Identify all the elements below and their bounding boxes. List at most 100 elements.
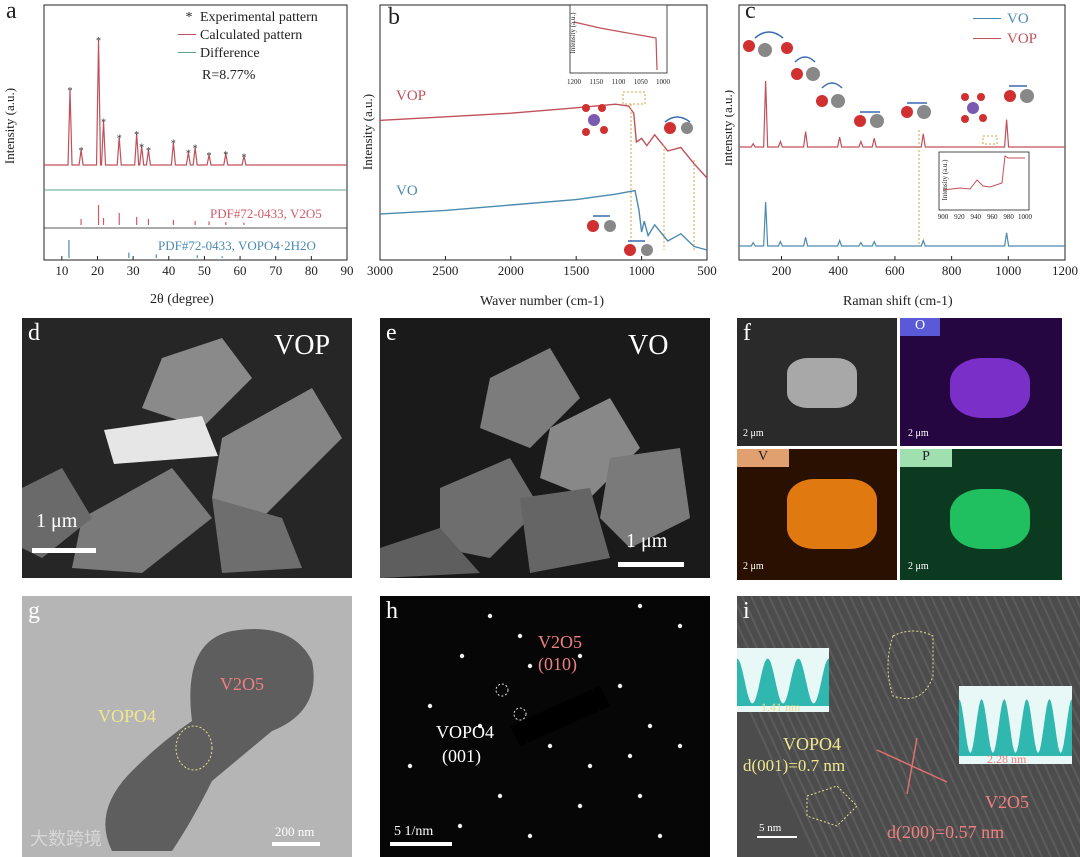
chart-b: 3000 2500 2000 1500 1000 500 1200 1150 1100 1050… [367,4,717,278]
diffraction-spot [459,653,465,659]
eds-o-map [900,318,1062,446]
eds-scale-2: 2 μm [908,428,929,439]
diffraction-spot [517,633,523,639]
lattice-fringe [1047,596,1080,668]
chart-a-x-tick-label: 20 [91,263,104,278]
lattice-fringe [804,596,926,857]
diffraction-spot [637,793,643,799]
chart-b-x-tick-label: 2000 [498,263,524,278]
diffraction-spot [577,803,583,809]
lattice-fringe [786,596,908,857]
lattice-fringe [768,596,890,857]
chart-a-ref2: PDF#72-0433, VOPO4·2H2O [158,238,316,253]
panel-h-saed-image: h V2O5 (010) VOPO4 (001) 5 1/nm [380,596,710,857]
chart-a-x-tick-label: 50 [198,263,211,278]
diffraction-spot [527,663,533,669]
wave-inset-1 [737,648,829,712]
chart-c-inset-tick-label: 960 [987,213,998,221]
chart-b-x-tick-label: 500 [697,263,717,278]
lattice-fringe [1056,596,1080,649]
lattice-fringe [840,596,962,857]
series-vop-line [379,103,708,179]
chart-a-x-tick-label: 90 [341,263,354,278]
eds-sem-map [737,318,897,446]
chart-a-frame [43,4,348,261]
diffraction-spot [677,743,683,749]
lattice-fringe [849,596,971,857]
lattice-fringe [750,596,872,857]
panel-c: 200 400 600 800 1000 1200 900 920 940 960 980 1000… [725,0,1080,315]
diffraction-spot [407,763,413,769]
panel-d-scale-bar [32,548,96,553]
diffraction-spot [677,623,683,629]
chart-a-x-tick-label: 70 [269,263,282,278]
panel-i-d200: d(200)=0.57 nm [887,822,1005,842]
panel-h-v2o5: V2O5 [538,632,582,652]
diffraction-spot [627,753,633,759]
series-vo-line [739,201,1065,247]
chart-a-x-tick-label: 10 [55,263,68,278]
lattice-fringe [741,596,863,857]
chart-c-x-tick-label: 400 [828,263,848,278]
chart-c-xlabel: Raman shift (cm-1) [843,294,953,309]
panel-a: * * * * * * * * * * * * * * 10 20 30 40 50 60 70 80 90 a * Exp… [0,0,360,315]
eds-v-map [737,449,897,580]
chart-c-inset-line [942,155,1025,191]
chart-b-ylabel: Intensity (a.u.) [360,93,375,171]
eds-v-tag: V [737,449,789,467]
diffraction-spot [527,833,533,839]
lattice-fringe [885,596,1007,857]
diffraction-spot [487,613,493,619]
chart-b-x-tick-label: 1000 [629,263,655,278]
eds-scale-3: 2 μm [743,561,764,572]
chart-b-x-tick-label: 1500 [563,263,589,278]
lattice-fringe [894,596,1016,857]
panel-h-v2o5-plane: (010) [538,654,577,674]
diffraction-spot [577,653,583,659]
panel-b: 3000 2500 2000 1500 1000 500 1200 1150 1100 1050… [360,0,725,315]
legend-line-red [178,34,196,35]
experimental-point: * [241,152,246,163]
chart-b-x-tick-label: 2500 [432,263,458,278]
diffraction-spot [427,703,433,709]
panel-i-vopo4: VOPO4 [783,734,842,754]
calculated-pattern-line [44,39,347,166]
vo-bond-icon-c2 [791,56,820,81]
chart-a-x-tick-label: 80 [305,263,318,278]
chart-c-inset-tick-label: 1000 [1018,213,1033,221]
panel-i-label: i [743,598,750,624]
panel-g-label: g [28,598,40,624]
diffraction-spot [547,743,553,749]
chart-c: 200 400 600 800 1000 1200 900 920 940 960 980 1000 [738,4,1078,278]
vo-stretch-icon-2 [624,240,653,256]
lattice-fringe [876,596,998,857]
chart-c-inset-ylabel: Intensity (a.u.) [941,159,949,201]
panel-i-d1: 1.41 nm [761,700,801,714]
diffraction-spot [617,683,623,689]
panel-a-label: a [6,0,17,24]
diffraction-spot [477,723,483,729]
panel-d-scale-text: 1 μm [36,510,78,532]
wave-1 [737,658,829,706]
panel-i-v2o5: V2O5 [985,792,1029,812]
star-icon: * [185,10,193,25]
panel-g-v2o5: V2O5 [220,674,264,694]
hrtem-region-outline [887,630,934,699]
chart-c-inset-tick-label: 920 [954,213,965,221]
vo-stretch-icon-c4 [854,111,884,128]
chart-c-inset-tick-label: 900 [938,213,949,221]
legend-difference: Difference [178,45,318,63]
chart-a-xlabel: 2θ (degree) [150,292,214,307]
diffraction-spot [637,603,643,609]
diffraction-spot [457,823,463,829]
series-vop-line [739,80,1065,148]
panel-h-vopo4-plane: (001) [442,746,481,766]
legend-vo: VO [973,9,1037,29]
lattice-fringe [822,596,944,857]
experimental-point: * [223,150,228,161]
experimental-point: * [79,146,84,157]
vopo4-region-circle [175,725,213,771]
diffraction-spot [497,793,503,799]
lattice-fringe [759,596,881,857]
sem-vo-particles [380,348,690,578]
